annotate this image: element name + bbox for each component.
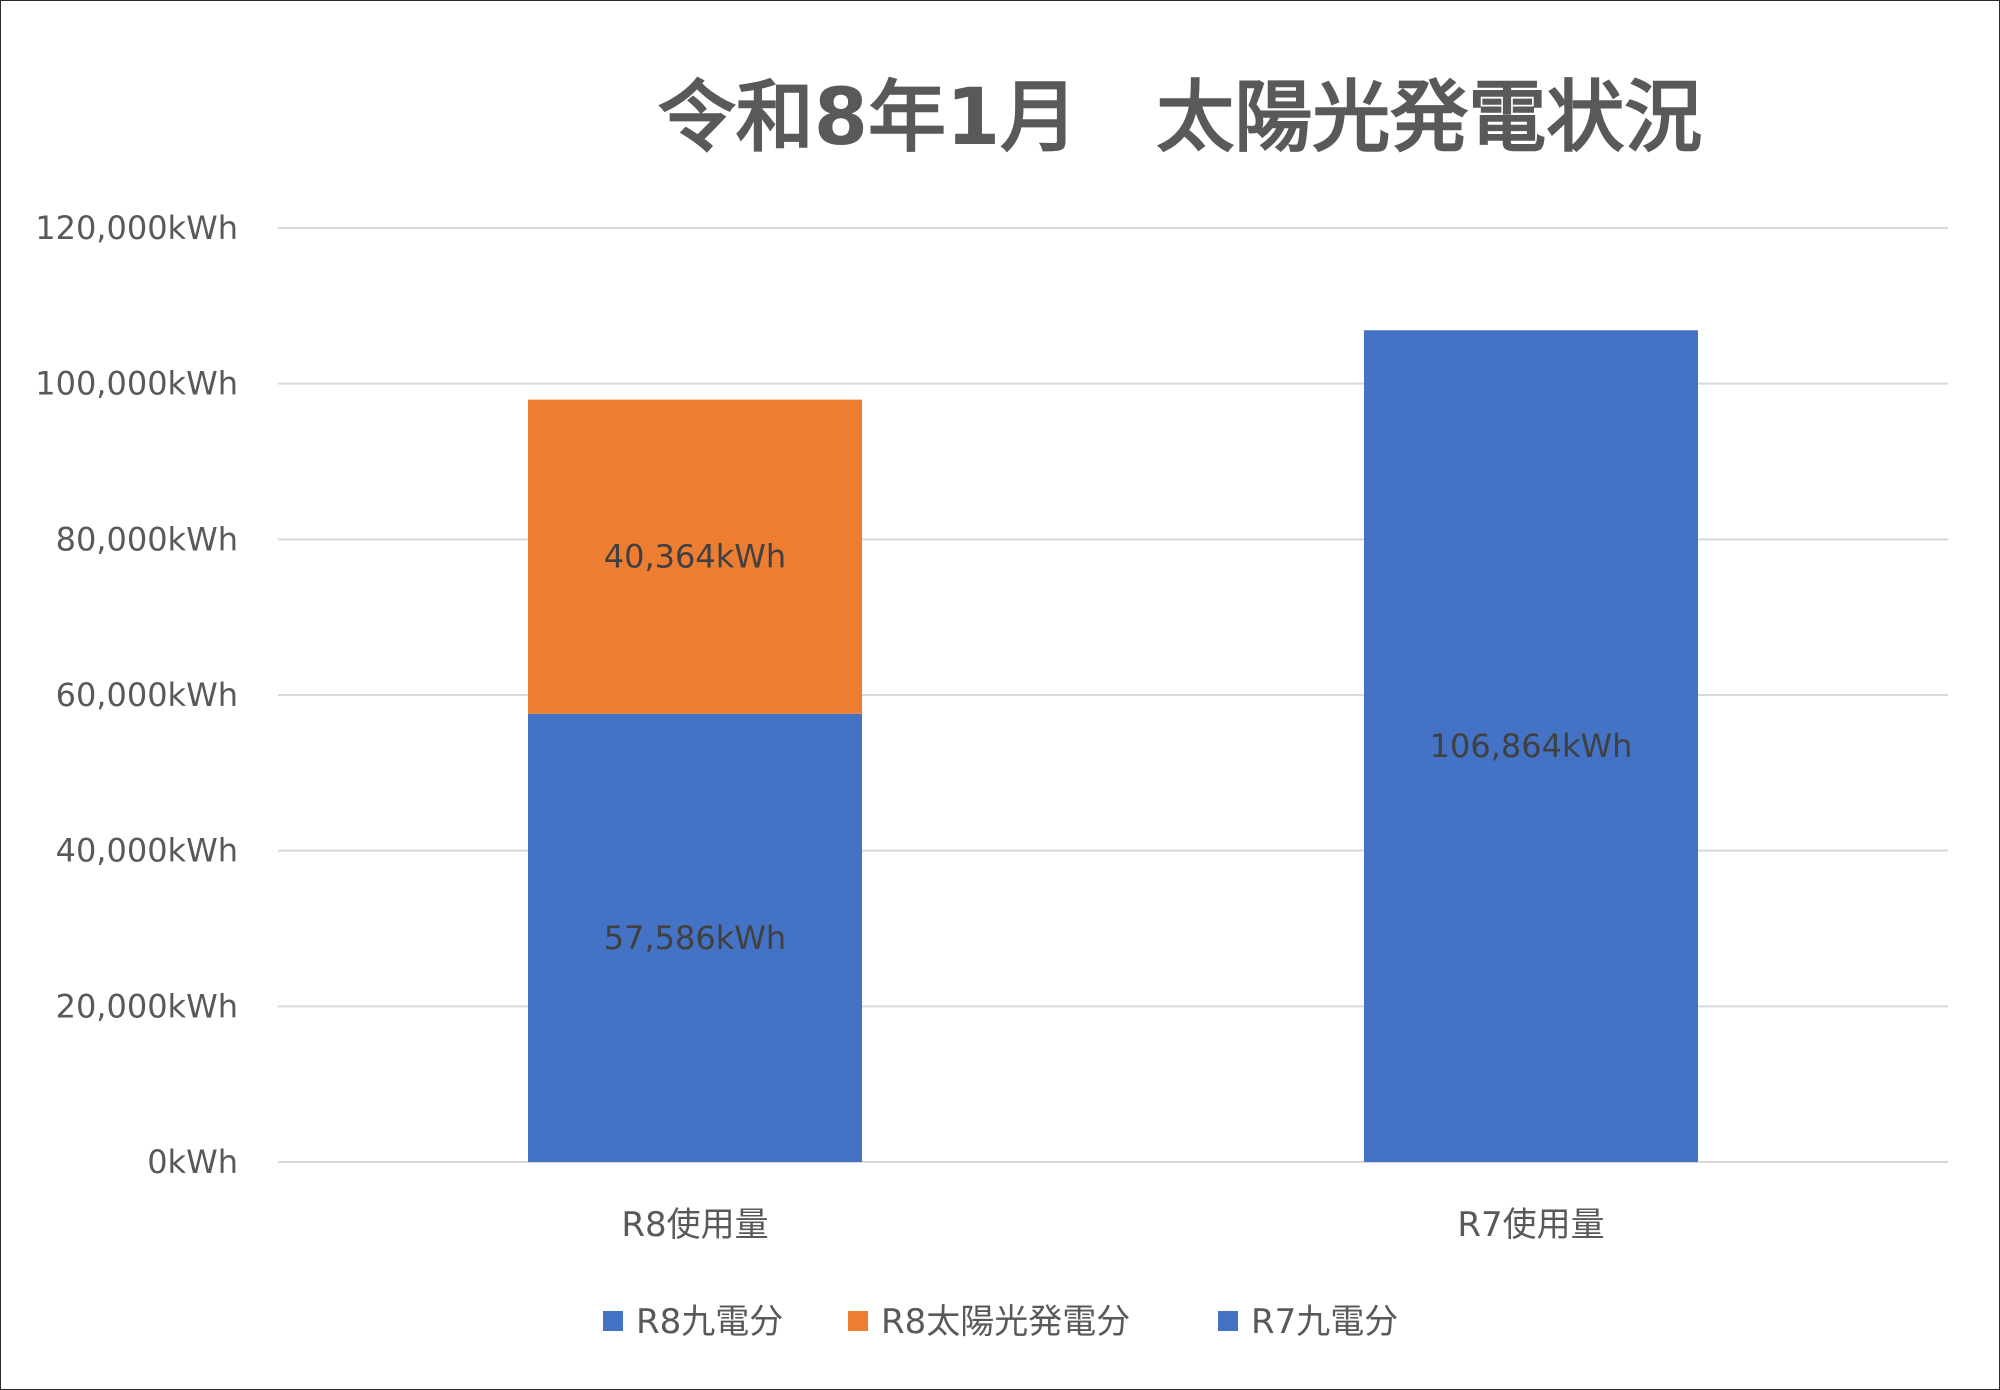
chart-title: 令和8年1月 太陽光発電状況 <box>658 73 1703 163</box>
y-tick-label: 120,000kWh <box>35 209 238 247</box>
y-tick-label: 100,000kWh <box>35 365 238 403</box>
legend-swatch <box>1218 1311 1238 1331</box>
legend-label: R7九電分 <box>1251 1302 1398 1342</box>
data-label: 106,864kWh <box>1430 727 1633 765</box>
y-tick-label: 40,000kWh <box>56 832 238 870</box>
category-label: R7使用量 <box>1457 1205 1604 1245</box>
bar-segment <box>1364 330 1698 1163</box>
y-tick-label: 20,000kWh <box>56 987 238 1025</box>
category-label: R8使用量 <box>621 1205 768 1245</box>
legend-swatch <box>848 1311 868 1331</box>
data-label: 57,586kWh <box>604 919 786 957</box>
legend: R8九電分 R8太陽光発電分 R7九電分 <box>603 1302 1398 1342</box>
data-labels: 57,586kWh 40,364kWh 106,864kWh <box>604 538 1633 957</box>
legend-label: R8太陽光発電分 <box>881 1302 1130 1342</box>
x-axis-categories: R8使用量 R7使用量 <box>621 1205 1604 1245</box>
legend-swatch <box>603 1311 623 1331</box>
y-tick-label: 80,000kWh <box>56 520 238 558</box>
bar-segment <box>528 713 862 1162</box>
y-tick-label: 0kWh <box>147 1143 238 1181</box>
bar-segment <box>528 399 862 714</box>
data-label: 40,364kWh <box>604 538 786 576</box>
bars <box>528 330 1698 1163</box>
y-axis-ticks: 0kWh 20,000kWh 40,000kWh 60,000kWh 80,000kWh… <box>35 209 238 1181</box>
legend-label: R8九電分 <box>636 1302 783 1342</box>
y-tick-label: 60,000kWh <box>56 676 238 714</box>
